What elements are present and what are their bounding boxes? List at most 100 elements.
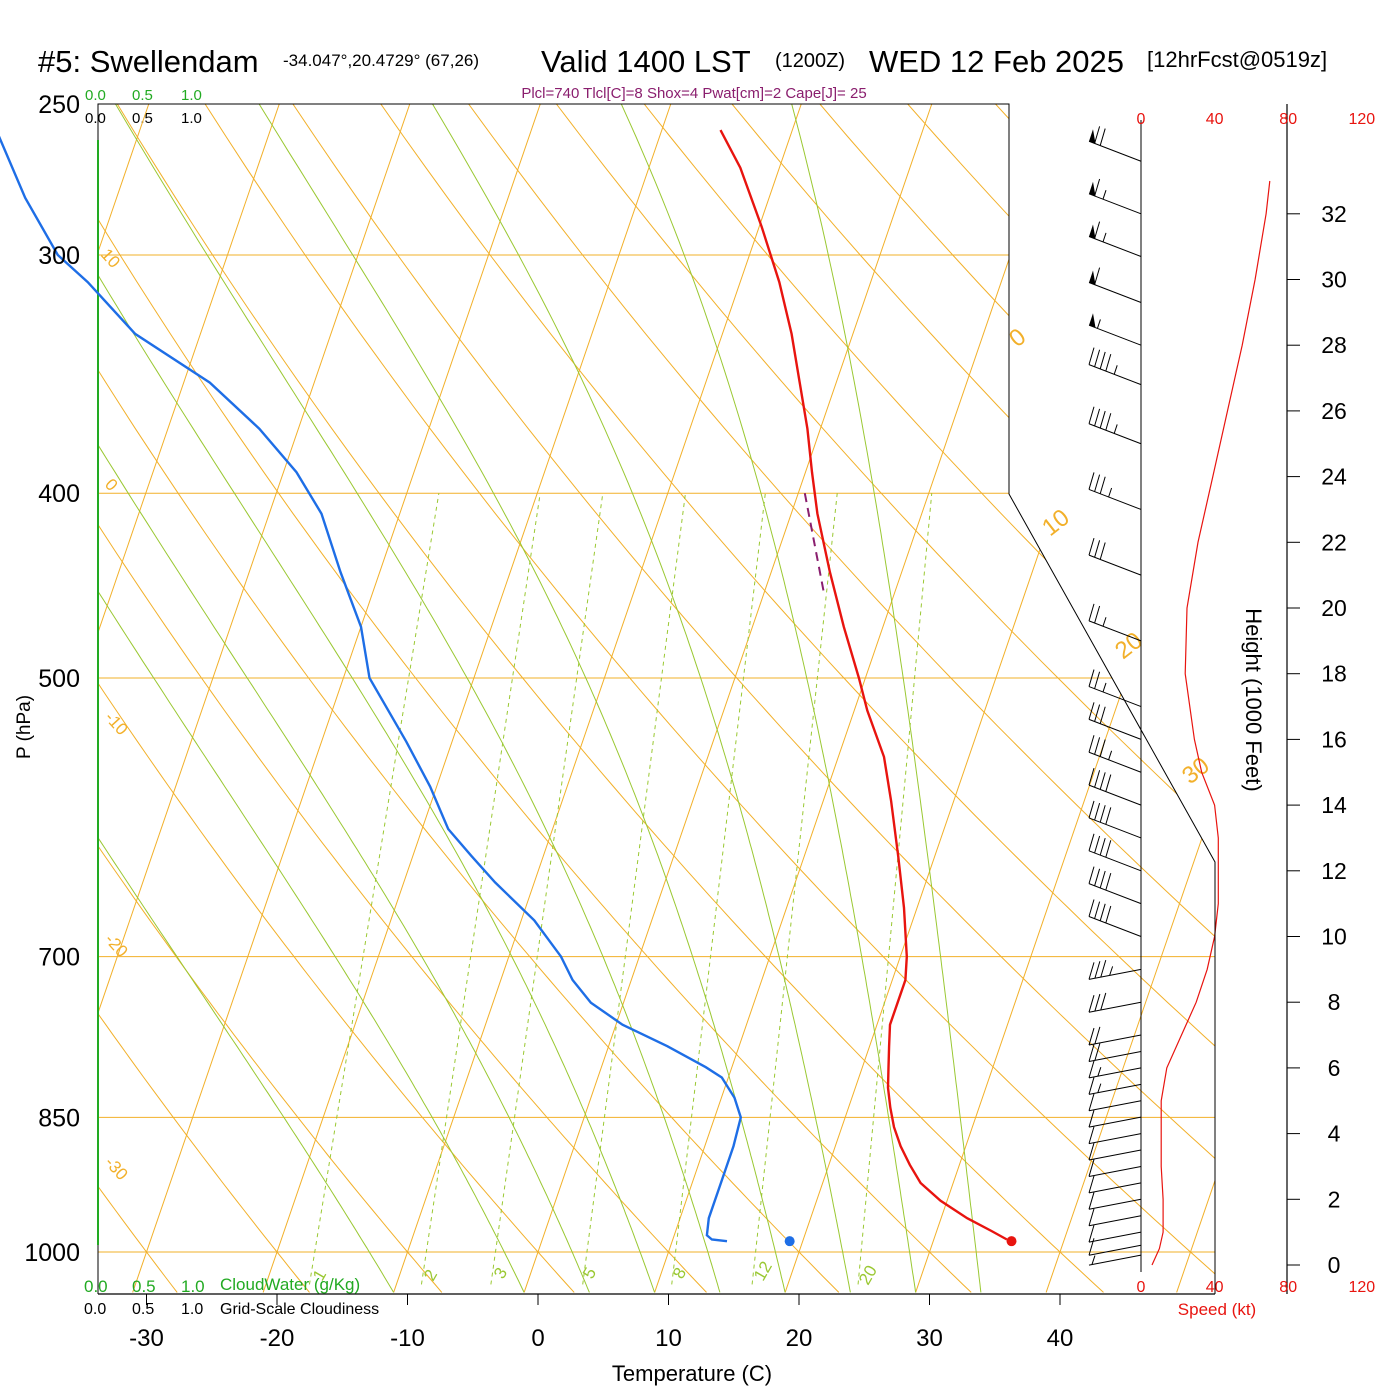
wind-barb-flag [1088, 538, 1095, 556]
pressure-tick-label: 250 [38, 91, 80, 119]
speed-tick-label-bottom: 80 [1279, 1279, 1297, 1296]
wind-barb [1088, 1093, 1142, 1112]
wind-barb-flag [1088, 347, 1095, 365]
pressure-axis-ticks: 250 300 400 500 700 850 1000 [24, 91, 80, 1267]
dewpoint-line [0, 135, 743, 1243]
mixing-ratio-label: 20 [855, 1262, 881, 1288]
wind-barb-flag [1094, 737, 1101, 755]
wind-barb-flag [1094, 704, 1101, 722]
wind-barb-half-flag [1108, 750, 1113, 760]
wind-barb-flag [1094, 1043, 1101, 1061]
wind-barb-flag [1088, 472, 1095, 490]
mixing-ratio-label: 8 [669, 1264, 690, 1282]
wind-barb [1088, 603, 1142, 642]
wind-barb-flag [1094, 901, 1101, 919]
bottom-cloudwater-scale: 0.0 0.5 1.0 CloudWater (g/Kg) [84, 1275, 360, 1296]
wind-barb-flag [1094, 993, 1101, 1012]
moist-adiabat-line [781, 104, 982, 1293]
wind-barb-pennant [1089, 270, 1096, 286]
wind-barb-flag [1099, 476, 1106, 494]
dry-adiabat-line [98, 104, 310, 1293]
mixing-ratio-line [857, 493, 933, 1285]
isotherm-label: 10 [97, 245, 124, 272]
wind-barb-staff [1088, 1100, 1142, 1112]
mixing-ratio-label: 3 [490, 1264, 511, 1282]
wind-barb [1088, 800, 1142, 839]
station-title: #5: Swellendam [38, 44, 259, 79]
wind-barb-flag [1088, 1142, 1095, 1161]
wind-barb-flag [1088, 1044, 1095, 1062]
wind-speed-line [1151, 180, 1271, 1266]
pressure-tick-label: 400 [38, 480, 80, 508]
wind-barb-flag [1088, 1175, 1095, 1194]
wind-barb [1088, 1126, 1142, 1145]
height-tick-label: 20 [1321, 595, 1347, 621]
wind-barb-flag [1088, 767, 1095, 786]
wind-barb-staff [1088, 916, 1142, 937]
wind-barb-flag [1088, 1208, 1095, 1226]
plot-frame [97, 103, 1216, 1294]
isotherm-line [132, 104, 553, 1293]
wind-barb-flag [1094, 961, 1101, 979]
temperature-tick-label: 30 [916, 1325, 943, 1352]
wind-barb [1088, 866, 1142, 905]
top-cloudwater-scale: 0.0 0.5 1.0 [85, 87, 202, 104]
moist-adiabat-line [98, 104, 590, 1293]
temperature-tick-label: -10 [390, 1325, 425, 1352]
wind-barb-flag [1099, 772, 1106, 790]
wind-barb-staff [1088, 282, 1142, 303]
wind-barb-flag [1105, 840, 1112, 858]
mixing-ratio-label: 5 [579, 1264, 600, 1282]
wind-barb-staff [1088, 784, 1142, 806]
wind-barb-flag [1094, 1026, 1101, 1045]
cloudiness-label: Grid-Scale Cloudiness [220, 1301, 379, 1318]
bottom-cloudwater-tick: 0.5 [132, 1277, 156, 1296]
wind-barb-staff [1088, 324, 1142, 346]
pressure-tick-label: 850 [38, 1104, 80, 1132]
moist-adiabat-line [98, 104, 656, 1293]
wind-barb-staff [1088, 1198, 1142, 1210]
wind-barb [1088, 178, 1142, 215]
dry-adiabat-line [443, 104, 1215, 1293]
isotherm-label: 0 [101, 475, 121, 495]
temperature-tick-label: 20 [786, 1325, 813, 1352]
wind-barb [1088, 1254, 1142, 1266]
wind-barb-staff [1088, 1231, 1142, 1243]
wind-barb-half-flag [1109, 966, 1114, 976]
wind-barb-flag [1088, 1192, 1095, 1210]
dry-adiabat-line [98, 104, 972, 1293]
height-tick-label: 30 [1321, 267, 1347, 293]
height-tick-label: 0 [1328, 1252, 1341, 1278]
isotherm-line [915, 104, 1215, 1293]
wind-barb-flag [1094, 770, 1101, 788]
zulu-time: (1200Z) [775, 50, 845, 72]
wind-barb-flag [1094, 267, 1101, 285]
height-tick-label: 28 [1321, 332, 1347, 358]
isotherm-line [393, 104, 814, 1293]
wind-barb [1088, 126, 1142, 162]
bottom-cloudwater-tick: 0.0 [84, 1277, 108, 1296]
mixing-ratio-line [420, 493, 541, 1285]
wind-barb-flag [1105, 413, 1112, 431]
wind-barb-flag [1094, 540, 1101, 558]
wind-barb [1088, 767, 1142, 806]
speed-tick-label-top: 40 [1206, 111, 1224, 128]
speed-tick-label-bottom: 120 [1348, 1279, 1375, 1296]
dry-adiabat-line [704, 104, 1215, 1293]
dry-adiabat-line [530, 104, 1215, 1293]
height-tick-label: 14 [1321, 792, 1347, 818]
wind-barb [1088, 267, 1142, 303]
top-cloudwater-tick: 0.5 [132, 87, 153, 104]
dry-adiabat-line [98, 104, 178, 1293]
isotherm-line [1176, 104, 1215, 1293]
wind-barb-flag [1088, 603, 1095, 621]
wind-barb-flag [1088, 866, 1095, 884]
wind-barb-flag [1088, 1126, 1095, 1144]
surface-dewpoint-dot [784, 1236, 795, 1247]
wind-barb-staff [1088, 1244, 1142, 1256]
dry-adiabat-line [98, 104, 575, 1293]
isotherm-line [98, 104, 292, 1293]
height-axis-label: Height (1000 Feet) [1241, 608, 1266, 791]
wind-barb-flag [1099, 542, 1106, 560]
